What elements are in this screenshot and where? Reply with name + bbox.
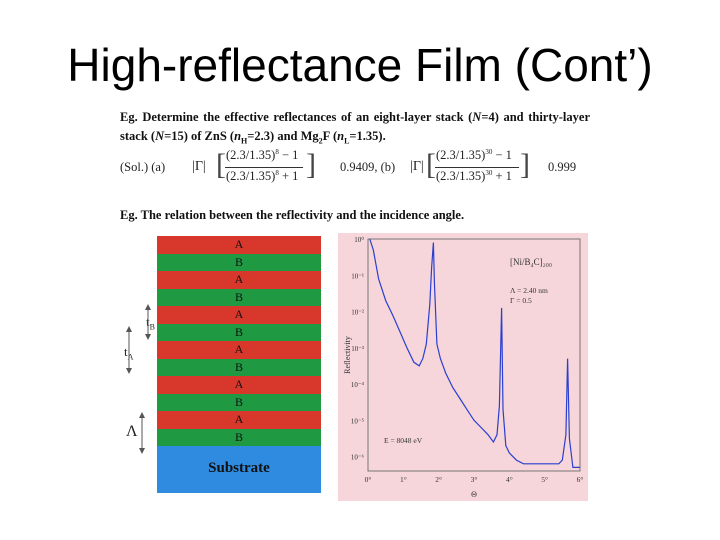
stack-layer-b: B	[157, 428, 321, 446]
annotation-energy: E = 8048 eV	[384, 436, 423, 445]
y-tick-labels: 10⁰ 10⁻¹ 10⁻² 10⁻³ 10⁻⁴ 10⁻⁵ 10⁻⁶	[351, 236, 365, 462]
x-tick-label: 2°	[435, 475, 442, 484]
annotation-period: Λ = 2.40 nm	[510, 286, 548, 295]
example-2-text: Eg. The relation between the reflectivit…	[120, 208, 464, 223]
gamma-b: |Γ|	[410, 159, 424, 174]
x-axis-label: Θ	[471, 490, 477, 499]
denominator-a: (2.3/1.35)8 + 1	[226, 169, 299, 184]
bracket-close-b: ]	[520, 148, 530, 181]
x-tick-label: 1°	[400, 475, 407, 484]
y-tick-label: 10⁻⁴	[351, 381, 365, 389]
gamma-a: |Γ|	[192, 159, 206, 174]
annotation-gamma: Γ = 0.5	[510, 296, 532, 305]
reflectivity-curve	[369, 238, 580, 468]
stack-layer-b: B	[157, 253, 321, 271]
example-2-label: Eg.	[120, 208, 138, 222]
y-tick-label: 10⁻⁵	[351, 417, 365, 425]
stack-layer-a: A	[157, 341, 321, 359]
stack-layer-a: A	[157, 236, 321, 254]
example-2-body: The relation between the reflectivity an…	[140, 208, 465, 222]
x-tick-label: 5°	[541, 475, 548, 484]
subscript-2: 2	[318, 136, 323, 146]
bracket-open-a: [	[216, 148, 226, 181]
stack-layer-b: B	[157, 288, 321, 306]
result-a: 0.9409, (b)	[340, 160, 396, 174]
example-1-var: N	[155, 129, 165, 143]
example-1-part: F (	[322, 129, 338, 143]
solution-equation: (Sol.) (a) |Γ| [ (2.3/1.35)8 − 1 (2.3/1.…	[120, 148, 600, 188]
reflectivity-chart: 10⁰ 10⁻¹ 10⁻² 10⁻³ 10⁻⁴ 10⁻⁵ 10⁻⁶ 0° 1° 2° 3° 4° 5°…	[338, 233, 588, 501]
stack-layer-a: A	[157, 271, 321, 289]
example-1-part: =2.3) and Mg	[247, 129, 319, 143]
example-1-part: =15) of ZnS (	[164, 129, 235, 143]
y-tick-label: 10⁰	[354, 236, 364, 244]
stack-layer-a: A	[157, 376, 321, 394]
numerator-b: (2.3/1.35)30 − 1	[436, 148, 512, 163]
chart-background	[338, 233, 588, 501]
example-1-var: n	[234, 129, 242, 143]
result-b: 0.999	[548, 160, 577, 174]
stack-layer-b: B	[157, 358, 321, 376]
x-tick-label: 4°	[506, 475, 513, 484]
plot-frame	[367, 238, 581, 472]
x-tick-label: 3°	[471, 475, 478, 484]
example-1-var: N	[472, 110, 482, 124]
example-1-label: Eg.	[120, 110, 138, 124]
denominator-b: (2.3/1.35)30 + 1	[436, 169, 512, 184]
stack-layer-a: A	[157, 306, 321, 324]
y-tick-label: 10⁻¹	[351, 272, 364, 280]
y-tick-label: 10⁻³	[351, 345, 364, 353]
example-1-part: =4) and thirty-layer stack (	[120, 110, 590, 143]
y-tick-label: 10⁻⁶	[351, 454, 365, 462]
subscript-h: H	[241, 136, 248, 146]
bracket-open-b: [	[426, 148, 436, 181]
stack-layer-b: B	[157, 393, 321, 411]
example-1-text: Eg. Determine the effective reflectances…	[120, 108, 590, 151]
dimension-arrows	[126, 304, 151, 454]
y-axis-label: Reflectivity	[343, 336, 352, 374]
x-tick-labels: 0° 1° 2° 3° 4° 5° 6°	[365, 475, 584, 484]
example-1-part: =1.35).	[349, 129, 386, 143]
fraction-bar-a	[225, 167, 303, 168]
period-label: Λ	[126, 423, 138, 440]
x-tick-label: 6°	[577, 475, 584, 484]
stack-layer-a: A	[157, 411, 321, 429]
multilayer-stack: A B A B A B A B A B A B Substrate	[157, 236, 321, 493]
solution-prefix: (Sol.) (a)	[120, 160, 166, 174]
subscript-l: L	[344, 136, 350, 146]
numerator-a: (2.3/1.35)8 − 1	[226, 148, 299, 163]
ta-label: tA	[124, 344, 134, 362]
slide-title: High-reflectance Film (Cont’)	[67, 39, 653, 91]
chart-title: [Ni/B₄C]₂₀₀	[510, 257, 552, 267]
bracket-close-a: ]	[306, 148, 316, 181]
substrate-layer: Substrate	[157, 446, 321, 493]
example-1-var: n	[337, 129, 345, 143]
x-tick-label: 0°	[365, 475, 372, 484]
y-tick-label: 10⁻²	[351, 309, 364, 317]
fraction-bar-b	[435, 167, 519, 168]
example-1-part: Determine the effective reflectances of …	[142, 110, 473, 124]
stack-layer-b: B	[157, 323, 321, 341]
